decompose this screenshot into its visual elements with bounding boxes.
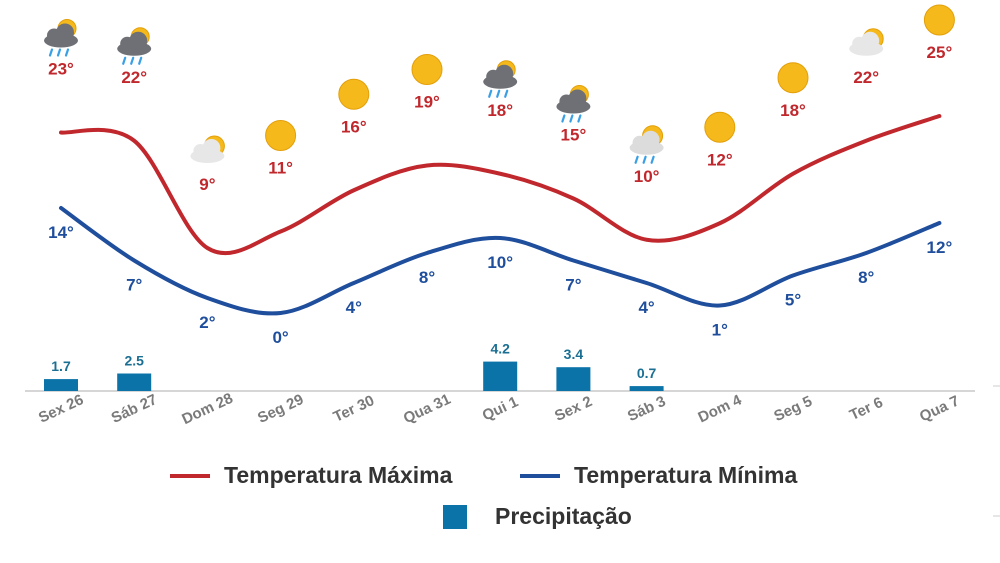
precip-label-7: 3.4 bbox=[564, 346, 584, 362]
precip-label-1: 2.5 bbox=[124, 353, 144, 369]
min-temp-label-0: 14° bbox=[48, 223, 74, 242]
max-temp-label-11: 22° bbox=[853, 68, 879, 87]
x-tick-label-12: Qua 7 bbox=[917, 392, 962, 425]
precip-bar-8 bbox=[629, 386, 664, 391]
x-tick-label-3: Seg 29 bbox=[255, 391, 306, 427]
min-temp-label-4: 4° bbox=[346, 298, 362, 317]
legend-swatch-max bbox=[170, 473, 210, 478]
x-tick-label-8: Sáb 3 bbox=[625, 393, 668, 425]
rain-cloud-icon-7 bbox=[556, 85, 591, 123]
x-tick-label-2: Dom 28 bbox=[179, 390, 235, 428]
sun-icon-4 bbox=[338, 78, 370, 110]
min-temp-label-2: 2° bbox=[199, 313, 215, 332]
min-temp-label-1: 7° bbox=[126, 276, 142, 295]
partly-cloudy-icon-2 bbox=[190, 135, 225, 163]
legend-label-max: Temperatura Máxima bbox=[224, 462, 453, 488]
sun-icon-10 bbox=[777, 62, 809, 94]
min-temp-label-3: 0° bbox=[272, 328, 288, 347]
x-tick-label-11: Ter 6 bbox=[847, 394, 886, 424]
max-temp-line bbox=[59, 114, 942, 256]
legend-label-precip: Precipitação bbox=[495, 503, 632, 529]
x-tick-label-4: Ter 30 bbox=[331, 392, 377, 426]
min-temp-label-5: 8° bbox=[419, 268, 435, 287]
precip-label-0: 1.7 bbox=[51, 358, 71, 374]
max-temp-label-3: 11° bbox=[268, 159, 293, 178]
legend-item-max: Temperatura Máxima bbox=[170, 462, 452, 489]
min-temp-label-11: 8° bbox=[858, 268, 874, 287]
max-temp-label-8: 10° bbox=[634, 167, 660, 186]
max-temp-label-0: 23° bbox=[48, 60, 74, 79]
legend-swatch-min bbox=[520, 473, 560, 478]
x-tick-label-5: Qua 31 bbox=[401, 391, 454, 428]
min-temp-label-10: 5° bbox=[785, 291, 801, 310]
min-temp-label-8: 4° bbox=[638, 298, 654, 317]
sun-icon-9 bbox=[704, 111, 736, 143]
legend-item-precip: Precipitação bbox=[443, 503, 632, 530]
precip-bar-7 bbox=[556, 367, 591, 391]
min-temp-label-9: 1° bbox=[712, 321, 728, 340]
x-tick-label-7: Sex 2 bbox=[552, 393, 595, 425]
min-temp-line bbox=[59, 206, 942, 316]
min-temp-label-7: 7° bbox=[565, 276, 581, 295]
x-tick-label-1: Sáb 27 bbox=[109, 391, 160, 427]
rain-cloud-icon-0 bbox=[44, 19, 78, 57]
max-temp-label-7: 15° bbox=[561, 126, 587, 145]
max-temp-label-10: 18° bbox=[780, 101, 806, 120]
sun-icon-12 bbox=[923, 4, 955, 36]
precip-bar-0 bbox=[44, 379, 78, 391]
precip-bar-1 bbox=[117, 373, 152, 391]
max-temp-label-1: 22° bbox=[121, 68, 147, 87]
rain-cloud-icon-6 bbox=[483, 60, 518, 98]
sun-rain-icon-8 bbox=[629, 125, 664, 164]
sun-icon-3 bbox=[265, 120, 297, 151]
precip-label-8: 0.7 bbox=[637, 365, 657, 381]
x-tick-label-6: Qui 1 bbox=[480, 393, 521, 424]
partly-cloudy-icon-11 bbox=[849, 28, 884, 56]
max-temp-label-2: 9° bbox=[199, 175, 215, 194]
sun-icon-5 bbox=[411, 54, 443, 85]
max-temp-label-9: 12° bbox=[707, 150, 733, 169]
precip-label-6: 4.2 bbox=[490, 341, 510, 357]
precip-bar-6 bbox=[483, 361, 518, 391]
x-tick-label-10: Seg 5 bbox=[771, 393, 814, 425]
legend-item-min: Temperatura Mínima bbox=[520, 462, 797, 489]
legend-label-min: Temperatura Mínima bbox=[574, 462, 798, 488]
max-temp-label-5: 19° bbox=[414, 93, 440, 112]
legend-swatch-precip bbox=[443, 504, 467, 529]
min-temp-label-6: 10° bbox=[487, 253, 513, 272]
min-temp-label-12: 12° bbox=[927, 238, 953, 257]
max-temp-label-12: 25° bbox=[927, 43, 953, 62]
rain-cloud-icon-1 bbox=[117, 27, 152, 65]
x-tick-label-0: Sex 26 bbox=[36, 391, 86, 427]
max-temp-label-4: 16° bbox=[341, 117, 367, 136]
x-tick-label-9: Dom 4 bbox=[696, 391, 745, 426]
max-temp-label-6: 18° bbox=[487, 101, 513, 120]
